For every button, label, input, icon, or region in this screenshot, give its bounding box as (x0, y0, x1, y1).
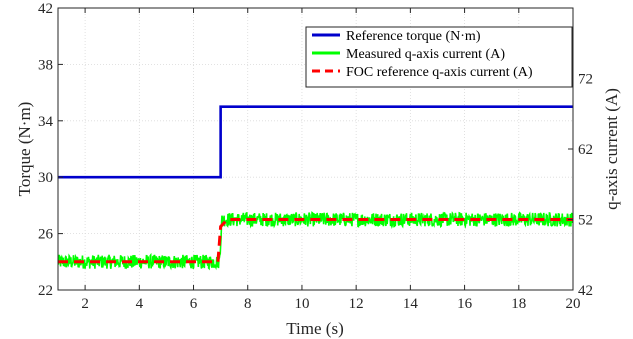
y-tick-label-2: 30 (38, 170, 53, 186)
legend-box (305, 26, 573, 88)
y-tick-label-3: 34 (38, 114, 54, 130)
y-tick-label-5: 42 (38, 1, 53, 17)
y-tick-label-0: 22 (38, 283, 53, 299)
x-tick-label-1: 4 (136, 296, 144, 312)
legend-label-reference-torque: Reference torque (N·m) (346, 29, 481, 44)
x-axis-label: Time (s) (286, 319, 343, 338)
x-tick-label-3: 8 (244, 296, 252, 312)
y-tick-label-1: 26 (38, 227, 54, 243)
series-foc-reference (58, 218, 573, 264)
legend: Reference torque (N·m) Measured q-axis c… (305, 26, 573, 88)
y-axis-left: 22 26 30 34 38 42 (38, 1, 63, 299)
x-tick-label-4: 10 (294, 296, 309, 312)
y2-tick-label-2: 62 (578, 142, 593, 158)
y2-axis-label: q-axis current (A) (602, 88, 621, 210)
x-tick-label-5: 12 (349, 296, 364, 312)
series-layer (58, 105, 573, 271)
x-tick-label-6: 14 (403, 296, 419, 312)
y2-tick-label-0: 42 (578, 283, 593, 299)
y-axis-label: Torque (N·m) (15, 102, 34, 197)
legend-label-measured-current: Measured q-axis current (A) (346, 47, 505, 62)
y-tick-label-4: 38 (38, 57, 53, 73)
y2-tick-label-3: 72 (578, 72, 593, 88)
y-axis-right: 42 52 62 72 (568, 72, 593, 299)
x-tick-label-8: 18 (511, 296, 526, 312)
y2-tick-label-1: 52 (578, 213, 593, 229)
x-tick-label-9: 20 (566, 296, 581, 312)
x-tick-label-7: 16 (457, 296, 473, 312)
series-reference-torque (58, 105, 573, 179)
x-tick-label-0: 2 (81, 296, 89, 312)
x-tick-label-2: 6 (190, 296, 198, 312)
legend-label-foc-reference: FOC reference q-axis current (A) (346, 65, 533, 80)
x-axis: 2 4 6 8 10 12 14 16 18 20 (81, 8, 581, 312)
